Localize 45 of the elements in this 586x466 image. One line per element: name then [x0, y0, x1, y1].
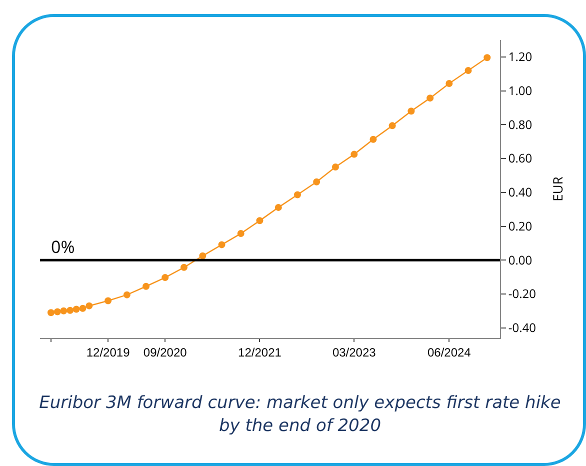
y-tick-label: -0.20 — [508, 285, 536, 302]
y-tick-label: 1.00 — [508, 82, 532, 99]
point — [350, 150, 358, 158]
point — [66, 306, 74, 314]
point — [142, 282, 150, 290]
point — [256, 217, 264, 224]
point — [123, 291, 130, 298]
text: Euribor 3M forward curve: market only expects first rate hike by the end of 2020 — [38, 392, 562, 438]
point — [408, 108, 415, 115]
point — [370, 136, 377, 143]
point — [464, 66, 472, 74]
point — [60, 307, 68, 314]
point — [162, 274, 169, 282]
point — [294, 191, 301, 198]
point — [274, 204, 282, 211]
point — [237, 230, 244, 238]
point — [218, 241, 226, 248]
y-tick-label: 1.20 — [508, 48, 532, 66]
x-tick-label: 09/2020 — [143, 345, 188, 360]
y-tick-label: 0.80 — [508, 116, 532, 133]
point — [72, 306, 80, 313]
point — [104, 297, 112, 304]
ref-line-label: 0% — [51, 235, 75, 258]
x-tick-label: 06/2024 — [427, 345, 472, 360]
point — [446, 80, 453, 88]
y-axis-title: EUR — [548, 176, 567, 202]
point — [332, 163, 339, 170]
y-tick-label: 0.20 — [508, 217, 532, 234]
point — [484, 54, 491, 62]
point — [54, 308, 61, 316]
point — [388, 122, 396, 130]
point — [199, 252, 206, 260]
x-tick-label: 03/2023 — [332, 345, 376, 360]
point — [180, 264, 188, 271]
x-tick-label: 12/2021 — [238, 345, 282, 360]
y-tick-label: -0.40 — [508, 319, 536, 336]
y-tick-label: 0.00 — [508, 251, 532, 268]
point — [426, 94, 434, 102]
point — [48, 309, 54, 316]
point — [86, 302, 93, 310]
point — [79, 304, 86, 312]
y-tick-label: 0.40 — [508, 184, 532, 201]
point — [313, 178, 320, 186]
y-tick-label: 0.60 — [508, 150, 532, 167]
x-tick-label: 12/2019 — [86, 345, 130, 360]
